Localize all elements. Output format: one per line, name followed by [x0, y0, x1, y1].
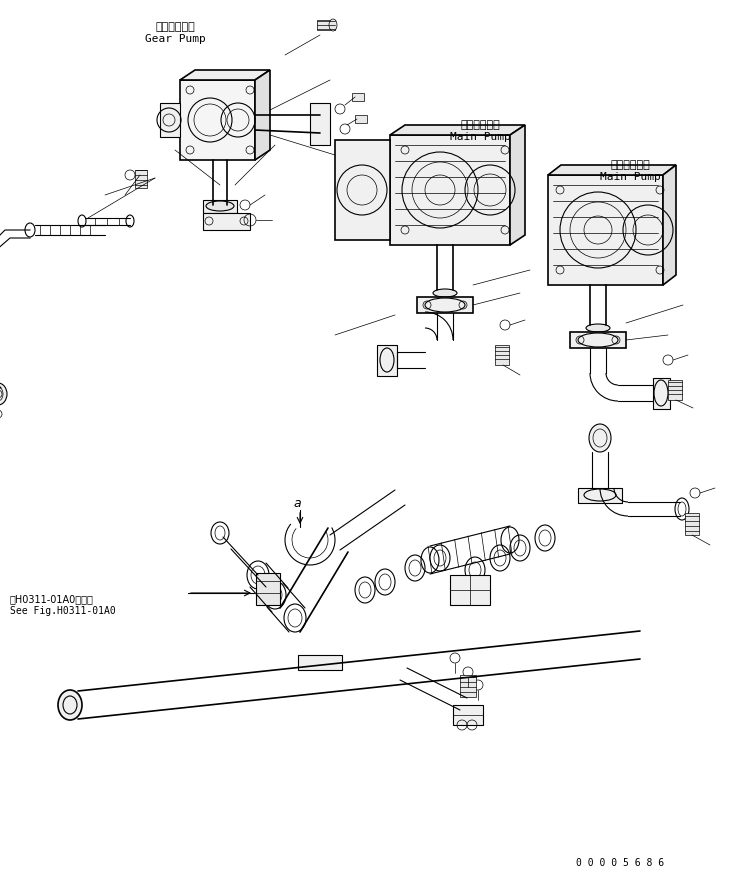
Polygon shape	[180, 70, 270, 80]
Bar	[685, 513, 699, 535]
Polygon shape	[377, 345, 397, 376]
Bar	[495, 345, 509, 365]
Polygon shape	[203, 200, 237, 213]
Ellipse shape	[586, 324, 610, 332]
Ellipse shape	[433, 289, 457, 297]
Polygon shape	[310, 103, 330, 145]
Bar	[460, 675, 476, 697]
Bar	[317, 20, 335, 30]
Bar	[450, 575, 490, 605]
Bar	[668, 380, 682, 400]
Ellipse shape	[589, 424, 611, 452]
Text: Gear Pump: Gear Pump	[144, 34, 205, 44]
Bar	[256, 573, 280, 605]
Bar	[352, 93, 364, 101]
Ellipse shape	[58, 690, 82, 720]
Polygon shape	[548, 175, 663, 285]
Text: Main Pump: Main Pump	[599, 172, 660, 182]
Text: 0 0 0 0 5 6 8 6: 0 0 0 0 5 6 8 6	[576, 858, 664, 868]
Ellipse shape	[206, 201, 234, 211]
Text: メインポンプ: メインポンプ	[610, 160, 650, 170]
Bar	[135, 170, 147, 188]
Bar	[355, 115, 367, 123]
Polygon shape	[390, 135, 510, 245]
Polygon shape	[548, 165, 676, 175]
Bar	[453, 705, 483, 725]
Text: a: a	[293, 497, 301, 510]
Polygon shape	[298, 655, 342, 670]
Polygon shape	[653, 378, 670, 409]
Ellipse shape	[329, 19, 337, 31]
Polygon shape	[578, 488, 622, 503]
Polygon shape	[510, 125, 525, 245]
Text: メインポンプ: メインポンプ	[460, 120, 500, 130]
Polygon shape	[570, 332, 626, 348]
Text: See Fig.H0311-01A0: See Fig.H0311-01A0	[10, 606, 116, 616]
Polygon shape	[335, 140, 390, 240]
Polygon shape	[180, 80, 255, 160]
Polygon shape	[663, 165, 676, 285]
Polygon shape	[160, 103, 180, 137]
Polygon shape	[417, 297, 473, 313]
Ellipse shape	[0, 383, 7, 405]
Text: Main Pump: Main Pump	[450, 132, 511, 142]
Polygon shape	[390, 125, 525, 135]
Text: ギヤーポンプ: ギヤーポンプ	[155, 22, 195, 32]
Polygon shape	[255, 70, 270, 160]
Polygon shape	[203, 213, 250, 230]
Text: 第H0311-01A0図参照: 第H0311-01A0図参照	[10, 594, 94, 604]
